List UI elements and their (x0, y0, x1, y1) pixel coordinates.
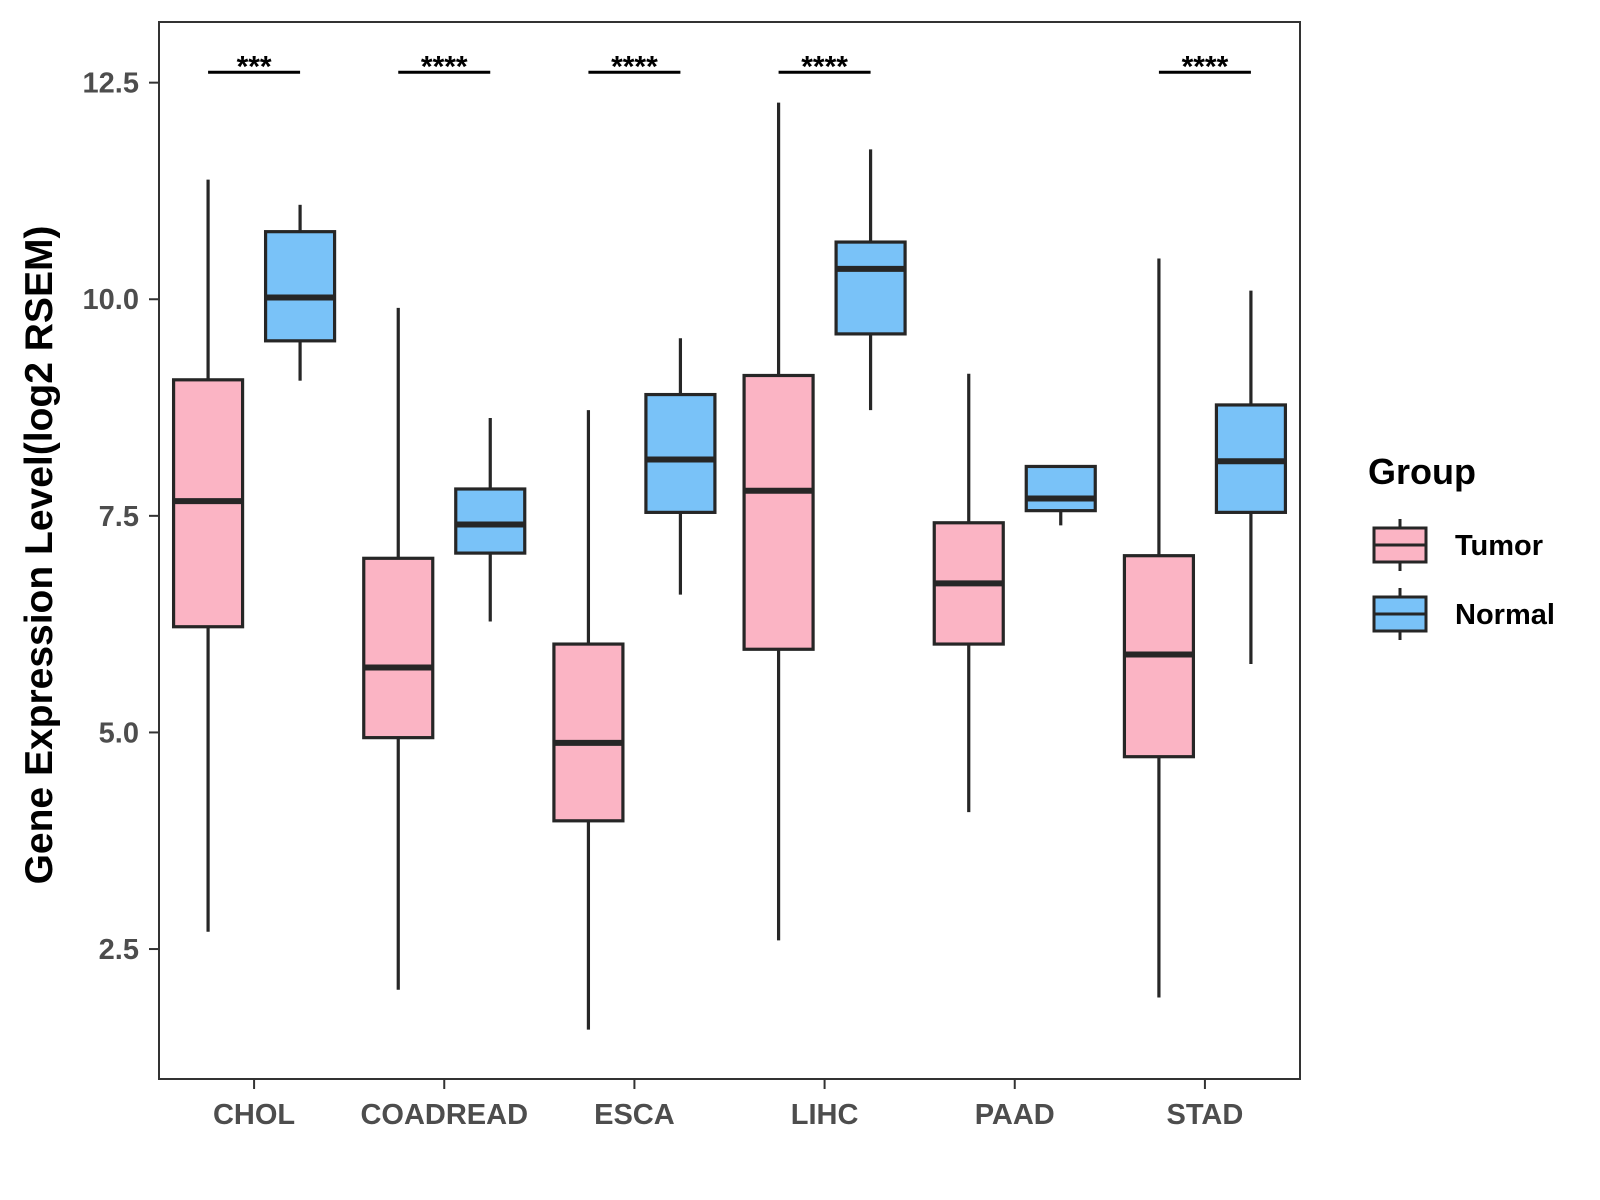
y-tick-label: 7.5 (99, 501, 139, 533)
box-tumor-lihc (742, 373, 815, 651)
significance-label-coadread: **** (421, 50, 468, 83)
x-tick-label-paad: PAAD (975, 1099, 1055, 1131)
y-tick-label: 2.5 (99, 934, 139, 966)
legend-label-tumor: Tumor (1455, 530, 1543, 562)
box-normal-lihc (834, 240, 907, 336)
significance-label-chol: *** (237, 50, 272, 83)
box-normal-chol (263, 230, 337, 343)
plot-panel-border (158, 21, 1301, 1080)
plot-area: 2.5 5.0 7.5 10.0 12.5 CHOL COADREAD ESCA LIHC PAA… (83, 21, 1301, 1131)
x-tick-label-esca: ESCA (594, 1099, 675, 1131)
legend: Group Tumor Normal (1368, 451, 1555, 640)
box-tumor-esca (552, 642, 625, 823)
box-tumor-coadread (362, 556, 435, 740)
x-tick-label-coadread: COADREAD (360, 1099, 528, 1131)
y-tick-label: 5.0 (99, 717, 139, 749)
box-normal-paad (1024, 464, 1097, 513)
y-tick-label: 12.5 (83, 68, 139, 100)
x-tick-label-chol: CHOL (213, 1099, 295, 1131)
x-tick-label-lihc: LIHC (791, 1099, 859, 1131)
y-tick-label: 10.0 (83, 284, 139, 316)
y-axis-title: Gene Expression Level(log2 RSEM) (18, 226, 61, 885)
legend-title: Group (1368, 451, 1476, 492)
significance-label-esca: **** (611, 50, 658, 83)
legend-label-normal: Normal (1455, 599, 1555, 631)
box-normal-coadread (454, 487, 527, 555)
significance-label-lihc: **** (801, 50, 848, 83)
significance-label-stad: **** (1182, 50, 1229, 83)
box-normal-esca (644, 392, 717, 514)
x-tick-label-stad: STAD (1167, 1099, 1244, 1131)
